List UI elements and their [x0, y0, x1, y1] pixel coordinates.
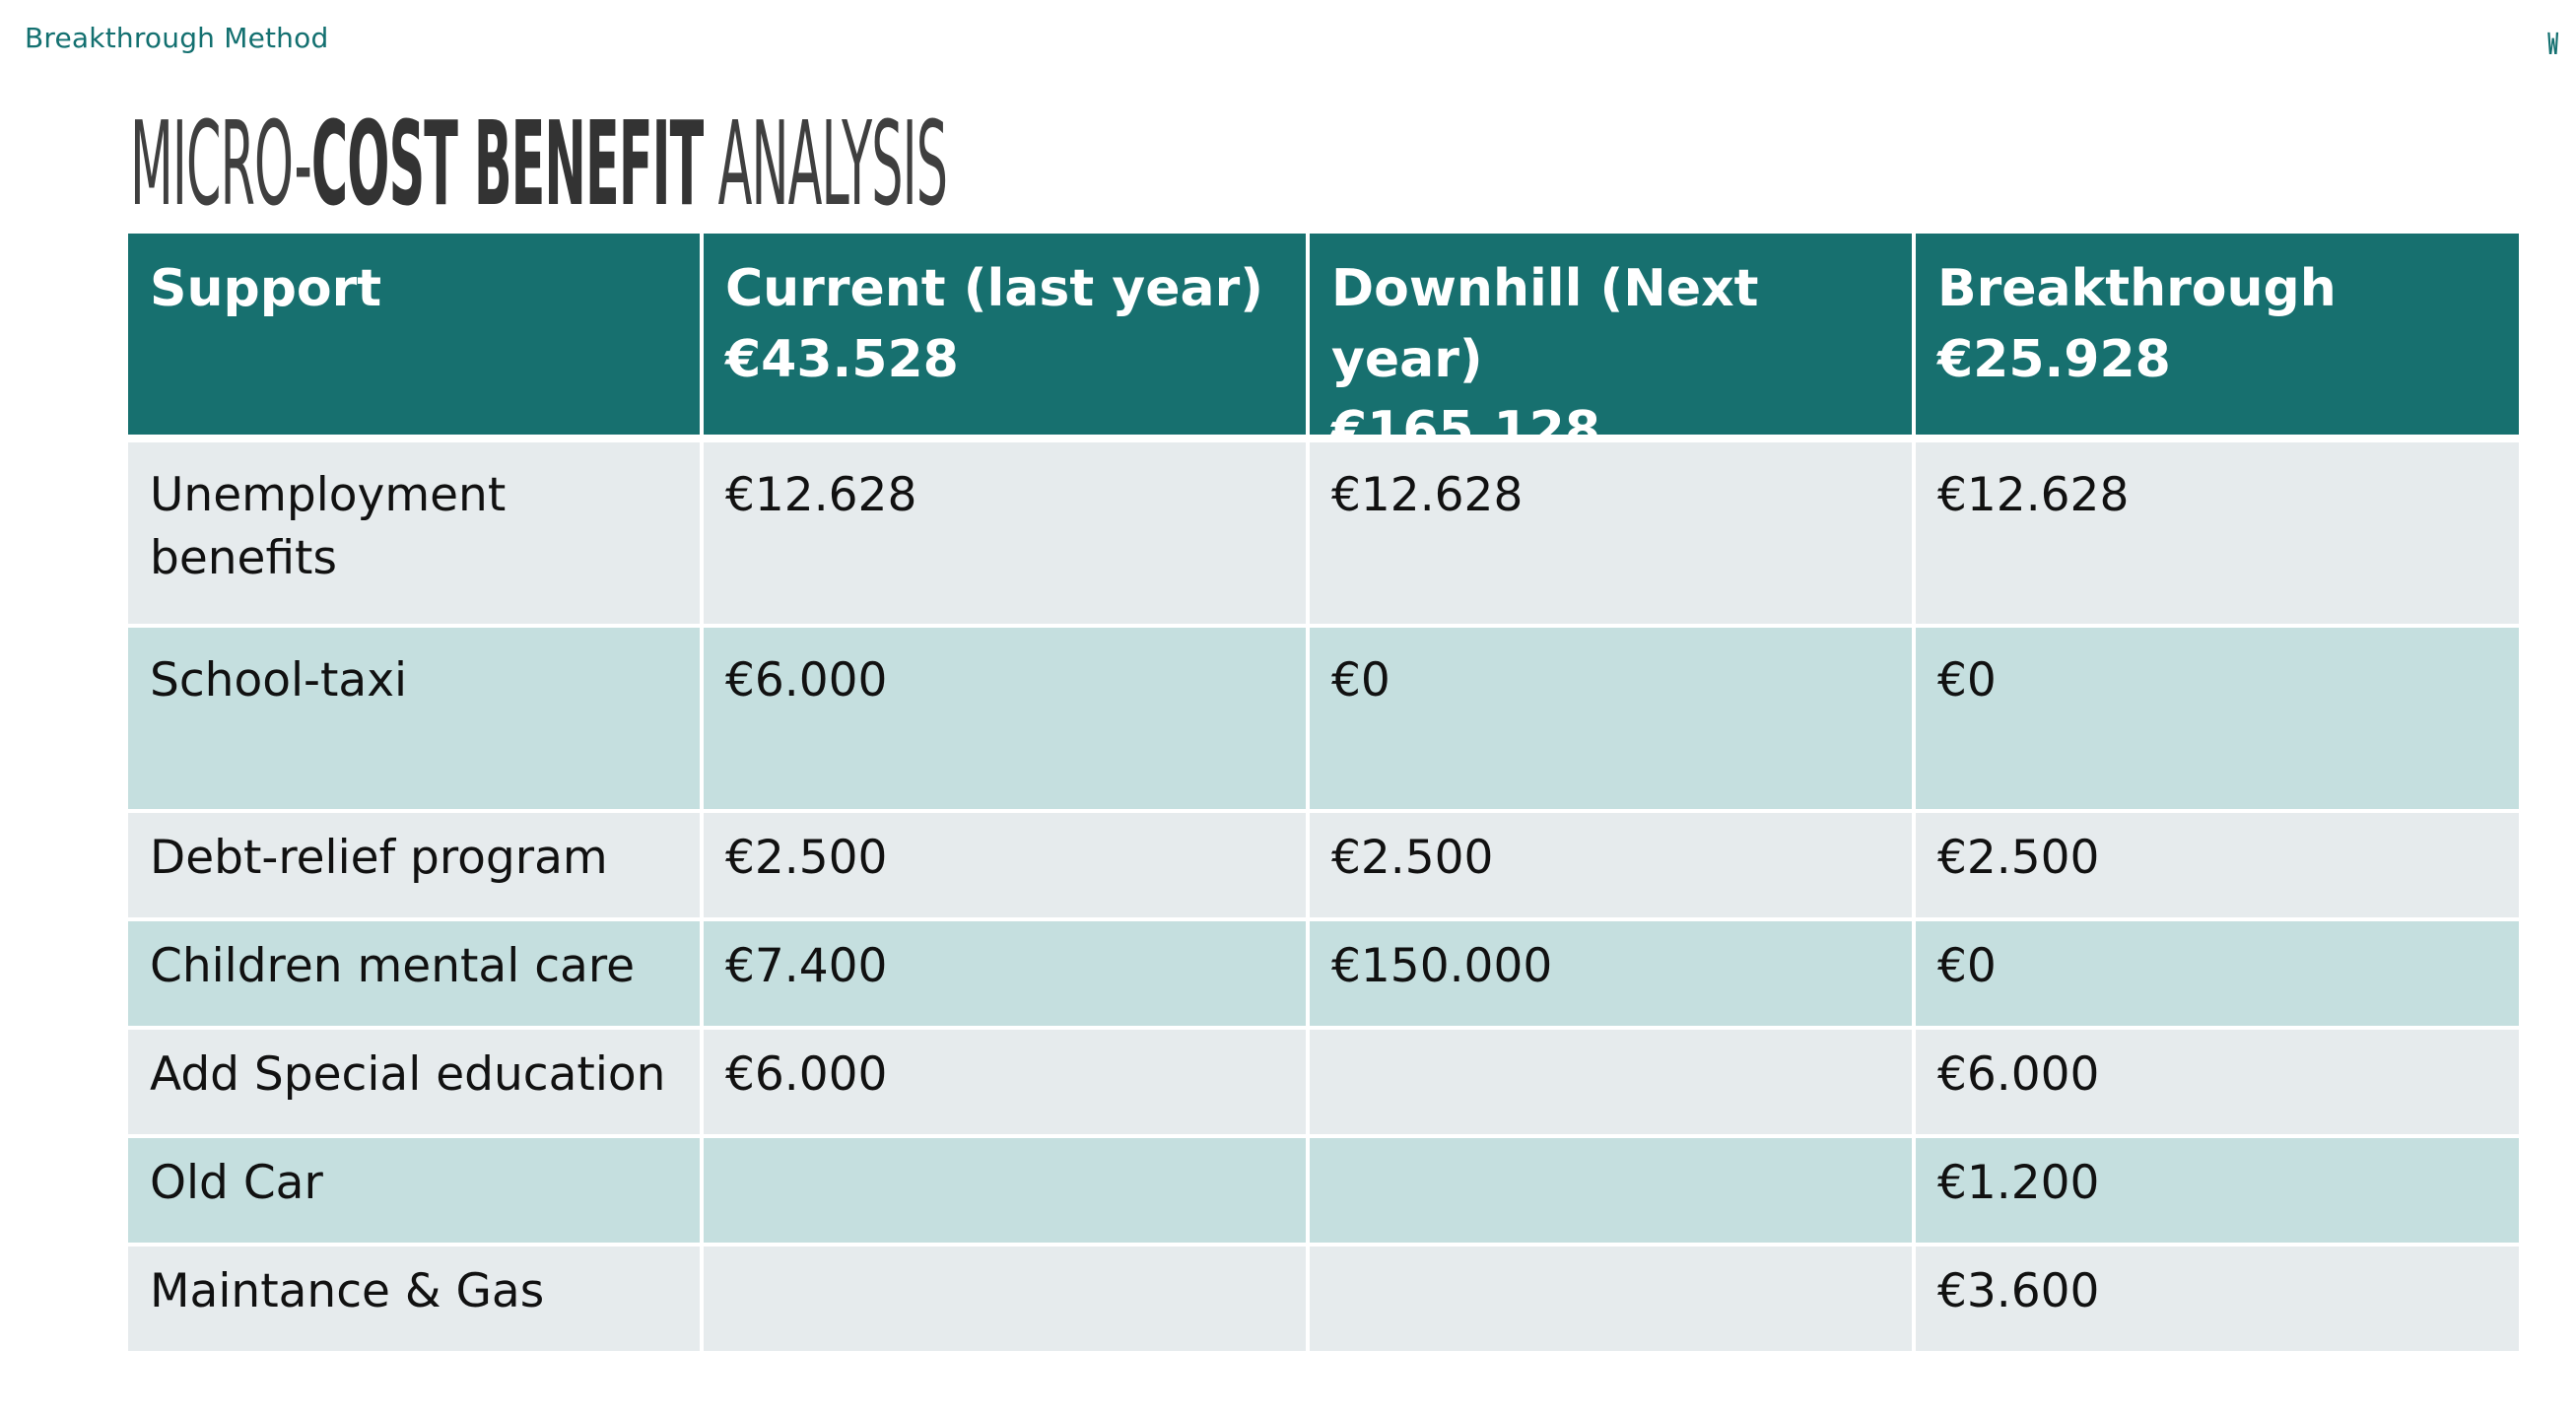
- support-cell: Debt-relief program: [128, 813, 704, 921]
- breakthrough-cell: €3.600: [1916, 1247, 2519, 1355]
- breakthrough-cell: €2.500: [1916, 813, 2519, 921]
- downhill-cell: €0: [1310, 628, 1916, 813]
- breakthrough-cell: €1.200: [1916, 1138, 2519, 1247]
- header-cell-breakthrough: Breakthrough €25.928: [1916, 234, 2519, 442]
- table-row: Debt-relief program €2.500 €2.500 €2.500: [128, 813, 2519, 921]
- brand-label: Breakthrough Method: [25, 22, 329, 54]
- support-cell: Unemployment benefits: [128, 442, 704, 628]
- table-row: Old Car €1.200: [128, 1138, 2519, 1247]
- breakthrough-cell: €12.628: [1916, 442, 2519, 628]
- downhill-cell: €12.628: [1310, 442, 1916, 628]
- downhill-cell: €2.500: [1310, 813, 1916, 921]
- column-total: €25.928: [1937, 330, 2171, 389]
- header-cell-downhill: Downhill (Next year) €165.128: [1310, 234, 1916, 460]
- cost-benefit-table: Support Current (last year) €43.528 Down…: [128, 234, 2519, 1355]
- support-cell: School-taxi: [128, 628, 704, 813]
- downhill-cell: [1310, 1030, 1916, 1138]
- breakthrough-cell: €0: [1916, 628, 2519, 813]
- current-cell: €2.500: [704, 813, 1310, 921]
- column-label: Breakthrough: [1937, 259, 2337, 318]
- header-cell-current: Current (last year) €43.528: [704, 234, 1310, 442]
- current-cell: €12.628: [704, 442, 1310, 628]
- header-cell-support: Support: [128, 234, 704, 442]
- current-cell: €7.400: [704, 921, 1310, 1030]
- table-row: School-taxi €6.000 €0 €0: [128, 628, 2519, 813]
- title-bold: COST BENEFIT: [310, 96, 704, 232]
- column-total: €43.528: [725, 330, 959, 389]
- page-title: MICRO-COST BENEFIT ANALYSIS: [130, 105, 948, 222]
- breakthrough-cell: €0: [1916, 921, 2519, 1030]
- downhill-cell: [1310, 1138, 1916, 1247]
- title-prefix: MICRO-: [130, 96, 312, 232]
- column-label: Downhill (Next year): [1331, 259, 1759, 389]
- current-cell: [704, 1138, 1310, 1247]
- support-cell: Add Special education: [128, 1030, 704, 1138]
- table-row: Unemployment benefits €12.628 €12.628 €1…: [128, 442, 2519, 628]
- breakthrough-cell: €6.000: [1916, 1030, 2519, 1138]
- table-row: Add Special education €6.000 €6.000: [128, 1030, 2519, 1138]
- title-suffix: ANALYSIS: [703, 96, 948, 232]
- current-cell: €6.000: [704, 628, 1310, 813]
- table-row: Children mental care €7.400 €150.000 €0: [128, 921, 2519, 1030]
- corner-logo-mark: W: [2547, 28, 2558, 62]
- table-header-row: Support Current (last year) €43.528 Down…: [128, 234, 2519, 460]
- column-label: Current (last year): [725, 259, 1263, 318]
- column-label: Support: [150, 259, 382, 318]
- support-cell: Old Car: [128, 1138, 704, 1247]
- table-row: Maintance & Gas €3.600: [128, 1247, 2519, 1355]
- current-cell: [704, 1247, 1310, 1355]
- downhill-cell: [1310, 1247, 1916, 1355]
- support-cell: Children mental care: [128, 921, 704, 1030]
- downhill-cell: €150.000: [1310, 921, 1916, 1030]
- current-cell: €6.000: [704, 1030, 1310, 1138]
- support-cell: Maintance & Gas: [128, 1247, 704, 1355]
